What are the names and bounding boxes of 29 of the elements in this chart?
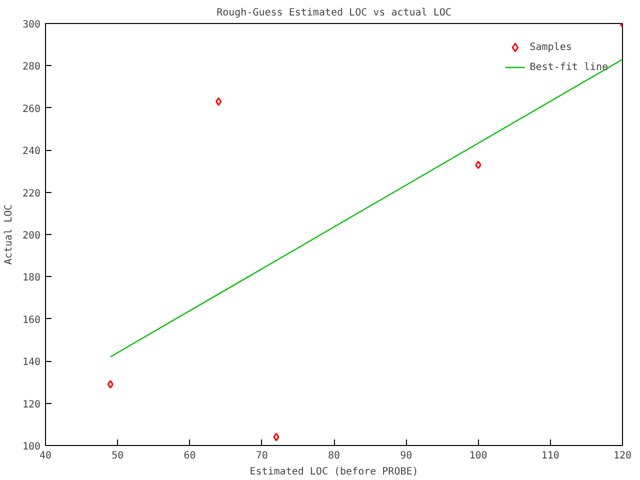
x-tick-label: 80 (328, 450, 340, 462)
x-tick-label: 90 (400, 450, 412, 462)
x-tick-label: 120 (613, 450, 632, 462)
x-tick-label: 110 (541, 450, 560, 462)
y-tick-label: 140 (22, 357, 40, 368)
x-tick-label: 50 (112, 450, 124, 462)
y-tick-label: 280 (22, 62, 40, 73)
x-tick-label: 70 (256, 450, 268, 462)
y-tick-label: 200 (22, 230, 40, 242)
point (273, 432, 280, 442)
y-axis-title: Actual LOC (3, 204, 14, 265)
y-tick-label: 160 (22, 314, 40, 326)
y-tick-label: 300 (22, 20, 40, 30)
legend-label: Samples (530, 42, 572, 52)
x-tick-label: 40 (39, 450, 52, 462)
y-tick-label: 260 (22, 104, 40, 115)
y-tick-label: 100 (22, 442, 40, 452)
legend-label: Best-fit line (530, 62, 608, 72)
x-tick-label: 60 (184, 450, 196, 462)
point (107, 380, 114, 389)
x-tick-label: 100 (469, 450, 488, 462)
chart-title: Rough-Guess Estimated LOC vs actual LOC (216, 8, 452, 18)
x-axis-title: Estimated LOC (before PROBE) (250, 466, 418, 478)
y-tick-label: 240 (22, 146, 40, 158)
y-tick-label: 180 (22, 272, 40, 284)
point (475, 160, 482, 170)
y-tick-label: 120 (22, 399, 40, 410)
point (216, 97, 222, 106)
y-tick-label: 220 (22, 188, 40, 200)
